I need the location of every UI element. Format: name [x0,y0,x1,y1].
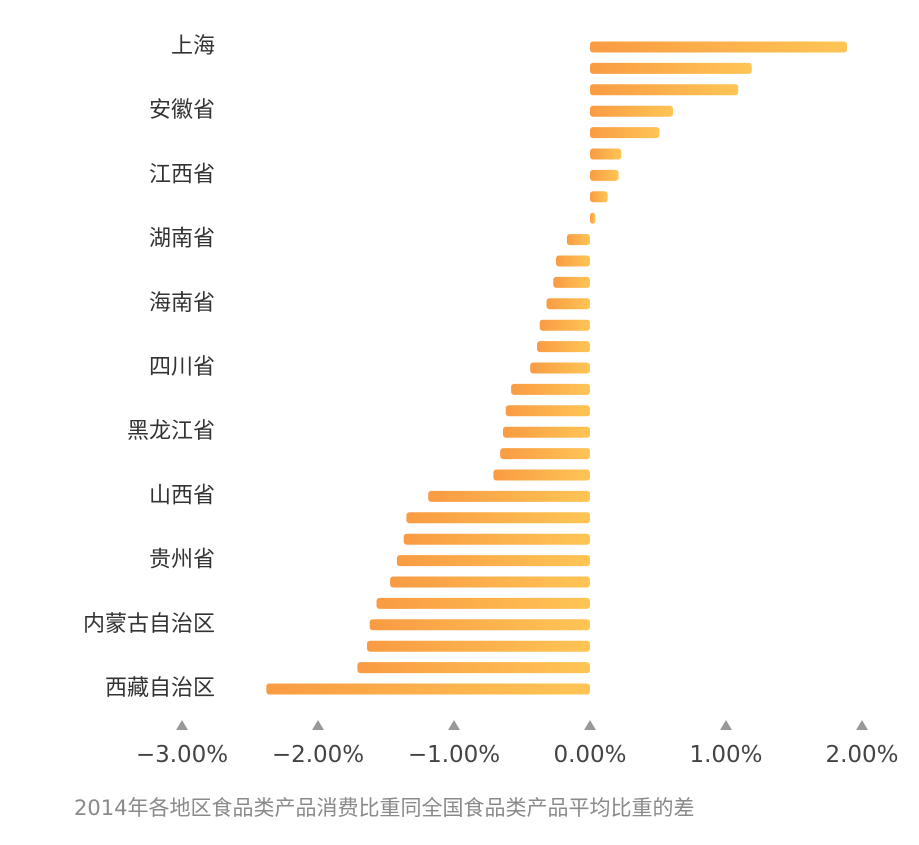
bar [396,555,590,567]
category-label: 贵州省 [149,548,215,573]
bar [590,84,739,96]
category-label: 山西省 [149,483,215,508]
bar [403,533,590,545]
bar [537,341,590,353]
tick-label: −1.00% [408,742,500,768]
tick-label: 2.00% [825,742,898,768]
bar [590,41,847,53]
category-label: 内蒙古自治区 [83,612,215,637]
tick-marker [448,720,460,730]
tick-label: 0.00% [553,742,626,768]
bar [546,298,590,310]
tick-marker [856,720,868,730]
bar [590,127,660,139]
bar [511,383,590,395]
bar [500,448,590,460]
bar [590,169,619,181]
bar [376,597,590,609]
bar [530,362,590,374]
chart-caption: 2014年各地区食品类产品消费比重同全国食品类产品平均比重的差 [74,796,695,820]
bar [428,490,590,502]
tick-label: −2.00% [272,742,364,768]
tick-marker [720,720,732,730]
bar [367,640,590,652]
bar [503,426,590,438]
bar [406,512,590,524]
category-label: 西藏自治区 [105,676,215,701]
bar [590,212,596,224]
bar [566,234,590,246]
bar [553,276,590,288]
category-label: 湖南省 [149,227,215,252]
bar [369,619,590,631]
category-label: 江西省 [149,162,215,187]
category-label: 上海 [171,34,215,59]
bar [357,662,590,674]
bar [266,683,590,695]
bar [590,148,622,160]
tick-marker [584,720,596,730]
bar [556,255,590,267]
category-label: 海南省 [149,291,215,316]
bar [493,469,590,481]
bar [590,191,608,203]
bar [390,576,590,588]
bar [505,405,590,417]
category-label: 四川省 [149,355,215,380]
tick-label: −3.00% [136,742,228,768]
x-axis: −3.00% −2.00% −1.00% 0.00% 1.00% 2.00% [136,720,899,768]
bar [590,62,752,74]
tick-marker [312,720,324,730]
tick-label: 1.00% [689,742,762,768]
category-label: 黑龙江省 [127,419,215,444]
bars-group [266,41,847,695]
bar [590,105,673,117]
category-label: 安徽省 [149,98,215,123]
bar [539,319,590,331]
tick-marker [176,720,188,730]
